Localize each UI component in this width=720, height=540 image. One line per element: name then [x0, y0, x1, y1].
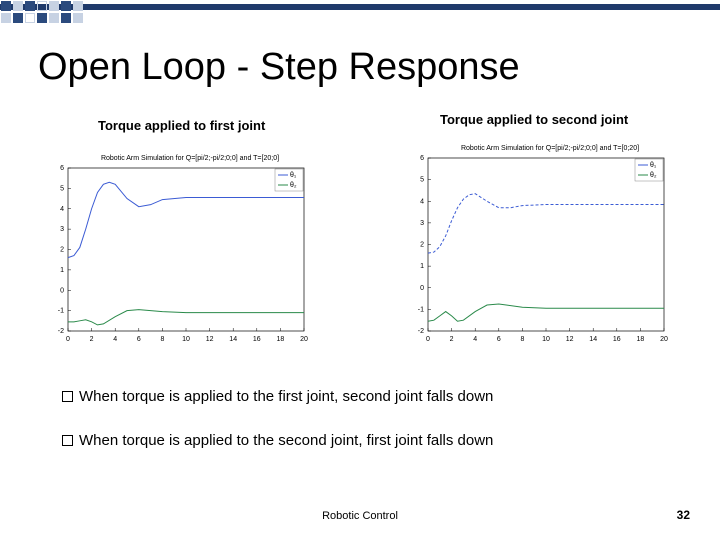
footer-page-number: 32 — [677, 508, 690, 522]
svg-text:θ₁: θ₁ — [650, 162, 657, 169]
svg-text:θ₂: θ₂ — [650, 172, 657, 179]
svg-text:14: 14 — [229, 336, 237, 343]
accent-squares — [0, 0, 90, 24]
svg-text:10: 10 — [542, 336, 550, 343]
svg-text:20: 20 — [300, 336, 308, 343]
svg-text:12: 12 — [566, 336, 574, 343]
chart-left-svg: 02468101214161820-2-10123456θ₁θ₂ — [40, 164, 340, 349]
bullet-2-text: When torque is applied to the second joi… — [79, 432, 493, 449]
bullet-2: When torque is applied to the second joi… — [62, 432, 493, 449]
svg-text:16: 16 — [253, 336, 261, 343]
svg-text:2: 2 — [450, 336, 454, 343]
top-accent-bar — [0, 4, 720, 10]
svg-text:0: 0 — [60, 287, 64, 294]
svg-text:4: 4 — [113, 336, 117, 343]
svg-text:2: 2 — [90, 336, 94, 343]
svg-text:-1: -1 — [58, 308, 64, 315]
svg-text:5: 5 — [60, 185, 64, 192]
svg-text:10: 10 — [182, 336, 190, 343]
bullet-1-text: When torque is applied to the first join… — [79, 388, 493, 405]
svg-text:8: 8 — [520, 336, 524, 343]
svg-text:8: 8 — [160, 336, 164, 343]
svg-text:18: 18 — [277, 336, 285, 343]
svg-text:4: 4 — [473, 336, 477, 343]
svg-text:6: 6 — [497, 336, 501, 343]
svg-text:4: 4 — [420, 198, 424, 205]
bullet-box-icon — [62, 391, 73, 402]
chart-left: Robotic Arm Simulation for Q=[pi/2;-pi/2… — [40, 155, 340, 350]
svg-text:0: 0 — [420, 285, 424, 292]
svg-text:θ₁: θ₁ — [290, 172, 297, 179]
svg-text:0: 0 — [66, 336, 70, 343]
svg-text:5: 5 — [420, 177, 424, 184]
subtitle-right: Torque applied to second joint — [440, 112, 628, 127]
svg-text:3: 3 — [420, 220, 424, 227]
page-title: Open Loop - Step Response — [38, 46, 520, 89]
svg-text:-2: -2 — [58, 328, 64, 335]
svg-text:6: 6 — [137, 336, 141, 343]
bullet-box-icon — [62, 435, 73, 446]
subtitle-left: Torque applied to first joint — [98, 118, 265, 133]
footer-center: Robotic Control — [322, 510, 398, 522]
svg-text:18: 18 — [637, 336, 645, 343]
chart-right-title: Robotic Arm Simulation for Q=[pi/2;-pi/2… — [400, 145, 700, 152]
svg-text:14: 14 — [589, 336, 597, 343]
svg-text:20: 20 — [660, 336, 668, 343]
chart-left-title: Robotic Arm Simulation for Q=[pi/2;-pi/2… — [40, 155, 340, 162]
svg-text:1: 1 — [60, 267, 64, 274]
svg-text:16: 16 — [613, 336, 621, 343]
svg-text:1: 1 — [420, 263, 424, 270]
svg-text:3: 3 — [60, 226, 64, 233]
svg-text:2: 2 — [420, 242, 424, 249]
svg-text:2: 2 — [60, 247, 64, 254]
svg-text:6: 6 — [60, 165, 64, 172]
bullet-1: When torque is applied to the first join… — [62, 388, 493, 405]
svg-text:4: 4 — [60, 206, 64, 213]
svg-text:θ₂: θ₂ — [290, 182, 297, 189]
svg-text:12: 12 — [206, 336, 214, 343]
svg-text:0: 0 — [426, 336, 430, 343]
chart-right: Robotic Arm Simulation for Q=[pi/2;-pi/2… — [400, 145, 700, 350]
svg-text:-1: -1 — [418, 306, 424, 313]
svg-text:-2: -2 — [418, 328, 424, 335]
svg-text:6: 6 — [420, 155, 424, 162]
chart-right-svg: 02468101214161820-2-10123456θ₁θ₂ — [400, 154, 700, 349]
